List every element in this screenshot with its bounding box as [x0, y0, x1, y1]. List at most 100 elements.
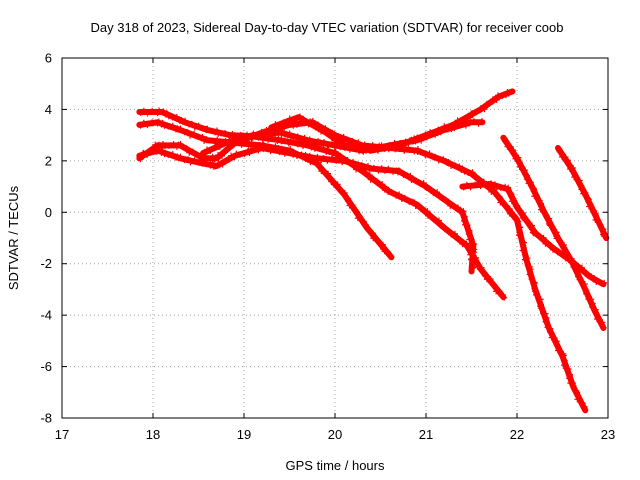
- data-point: [537, 305, 544, 312]
- data-point: [444, 227, 451, 234]
- data-point: [527, 266, 534, 273]
- data-point: [398, 196, 405, 203]
- data-point: [481, 106, 488, 113]
- data-point: [557, 349, 564, 356]
- data-point: [316, 163, 323, 170]
- data-point: [281, 150, 288, 157]
- data-point: [241, 150, 248, 157]
- data-point: [339, 159, 346, 166]
- data-point: [250, 146, 257, 153]
- data-point: [430, 190, 437, 197]
- data-point: [576, 276, 583, 283]
- data-point: [479, 180, 486, 187]
- data-point: [248, 140, 255, 147]
- data-point: [214, 136, 221, 143]
- data-point: [519, 166, 526, 173]
- data-point: [533, 291, 540, 298]
- data-point: [562, 154, 569, 161]
- data-point: [177, 153, 184, 160]
- data-point: [569, 164, 576, 171]
- data-point: [169, 151, 176, 158]
- data-point: [208, 127, 215, 134]
- data-point: [517, 233, 524, 240]
- y-tick-label: -2: [40, 256, 52, 271]
- data-point: [315, 125, 322, 132]
- data-point: [177, 140, 184, 147]
- data-point: [418, 206, 425, 213]
- data-point: [452, 162, 459, 169]
- data-point: [184, 146, 191, 153]
- data-point: [173, 113, 180, 120]
- data-point: [229, 138, 236, 145]
- y-tick-label: 6: [45, 51, 52, 66]
- data-point: [267, 148, 274, 155]
- data-point: [522, 256, 529, 263]
- data-point: [236, 151, 243, 158]
- data-point: [250, 130, 257, 137]
- data-point: [516, 206, 523, 213]
- data-point: [405, 139, 412, 146]
- data-point: [144, 122, 151, 129]
- data-point: [418, 135, 425, 142]
- data-point: [536, 197, 543, 204]
- data-point: [507, 143, 514, 150]
- data-point: [177, 125, 184, 132]
- data-point: [306, 136, 313, 143]
- data-point: [444, 160, 451, 167]
- data-point: [459, 165, 466, 172]
- data-point: [191, 157, 198, 164]
- data-point: [474, 263, 481, 270]
- data-point: [585, 198, 592, 205]
- series-arc-1: [136, 118, 395, 261]
- data-point: [158, 143, 165, 150]
- data-point: [350, 142, 357, 149]
- data-point: [435, 157, 442, 164]
- data-point: [300, 115, 307, 122]
- data-point: [566, 166, 573, 173]
- data-point: [328, 132, 335, 139]
- data-point: [303, 137, 310, 144]
- data-point: [339, 141, 346, 148]
- data-point: [140, 107, 147, 114]
- data-point: [487, 276, 494, 283]
- data-point: [191, 130, 198, 137]
- data-point: [497, 184, 504, 191]
- data-point: [499, 92, 506, 99]
- data-point: [321, 139, 328, 146]
- data-point: [344, 136, 351, 143]
- data-point: [300, 143, 307, 150]
- data-point: [445, 158, 452, 165]
- data-point: [451, 230, 458, 237]
- data-point: [529, 226, 536, 233]
- data-point: [320, 145, 327, 152]
- data-point: [226, 140, 233, 147]
- data-point: [360, 218, 367, 225]
- data-point: [366, 172, 373, 179]
- y-tick-label: 4: [45, 102, 52, 117]
- data-point: [263, 145, 270, 152]
- data-point: [589, 304, 596, 311]
- data-point: [344, 142, 351, 149]
- data-point: [512, 155, 519, 162]
- data-point: [375, 147, 382, 154]
- data-point: [519, 209, 526, 216]
- data-point: [326, 149, 333, 156]
- data-point: [562, 365, 569, 372]
- data-point: [593, 310, 600, 317]
- data-point: [409, 176, 416, 183]
- data-point: [468, 256, 475, 263]
- data-point: [353, 166, 360, 173]
- data-point: [488, 180, 495, 187]
- data-point: [151, 146, 158, 153]
- data-point: [468, 265, 475, 272]
- data-point: [341, 189, 348, 196]
- data-point: [409, 138, 416, 145]
- data-point: [441, 123, 448, 130]
- data-point: [370, 145, 377, 152]
- data-point: [529, 229, 536, 236]
- data-point: [354, 161, 361, 168]
- data-point: [314, 153, 321, 160]
- data-point: [533, 230, 540, 237]
- data-point: [375, 237, 382, 244]
- data-point: [413, 178, 420, 185]
